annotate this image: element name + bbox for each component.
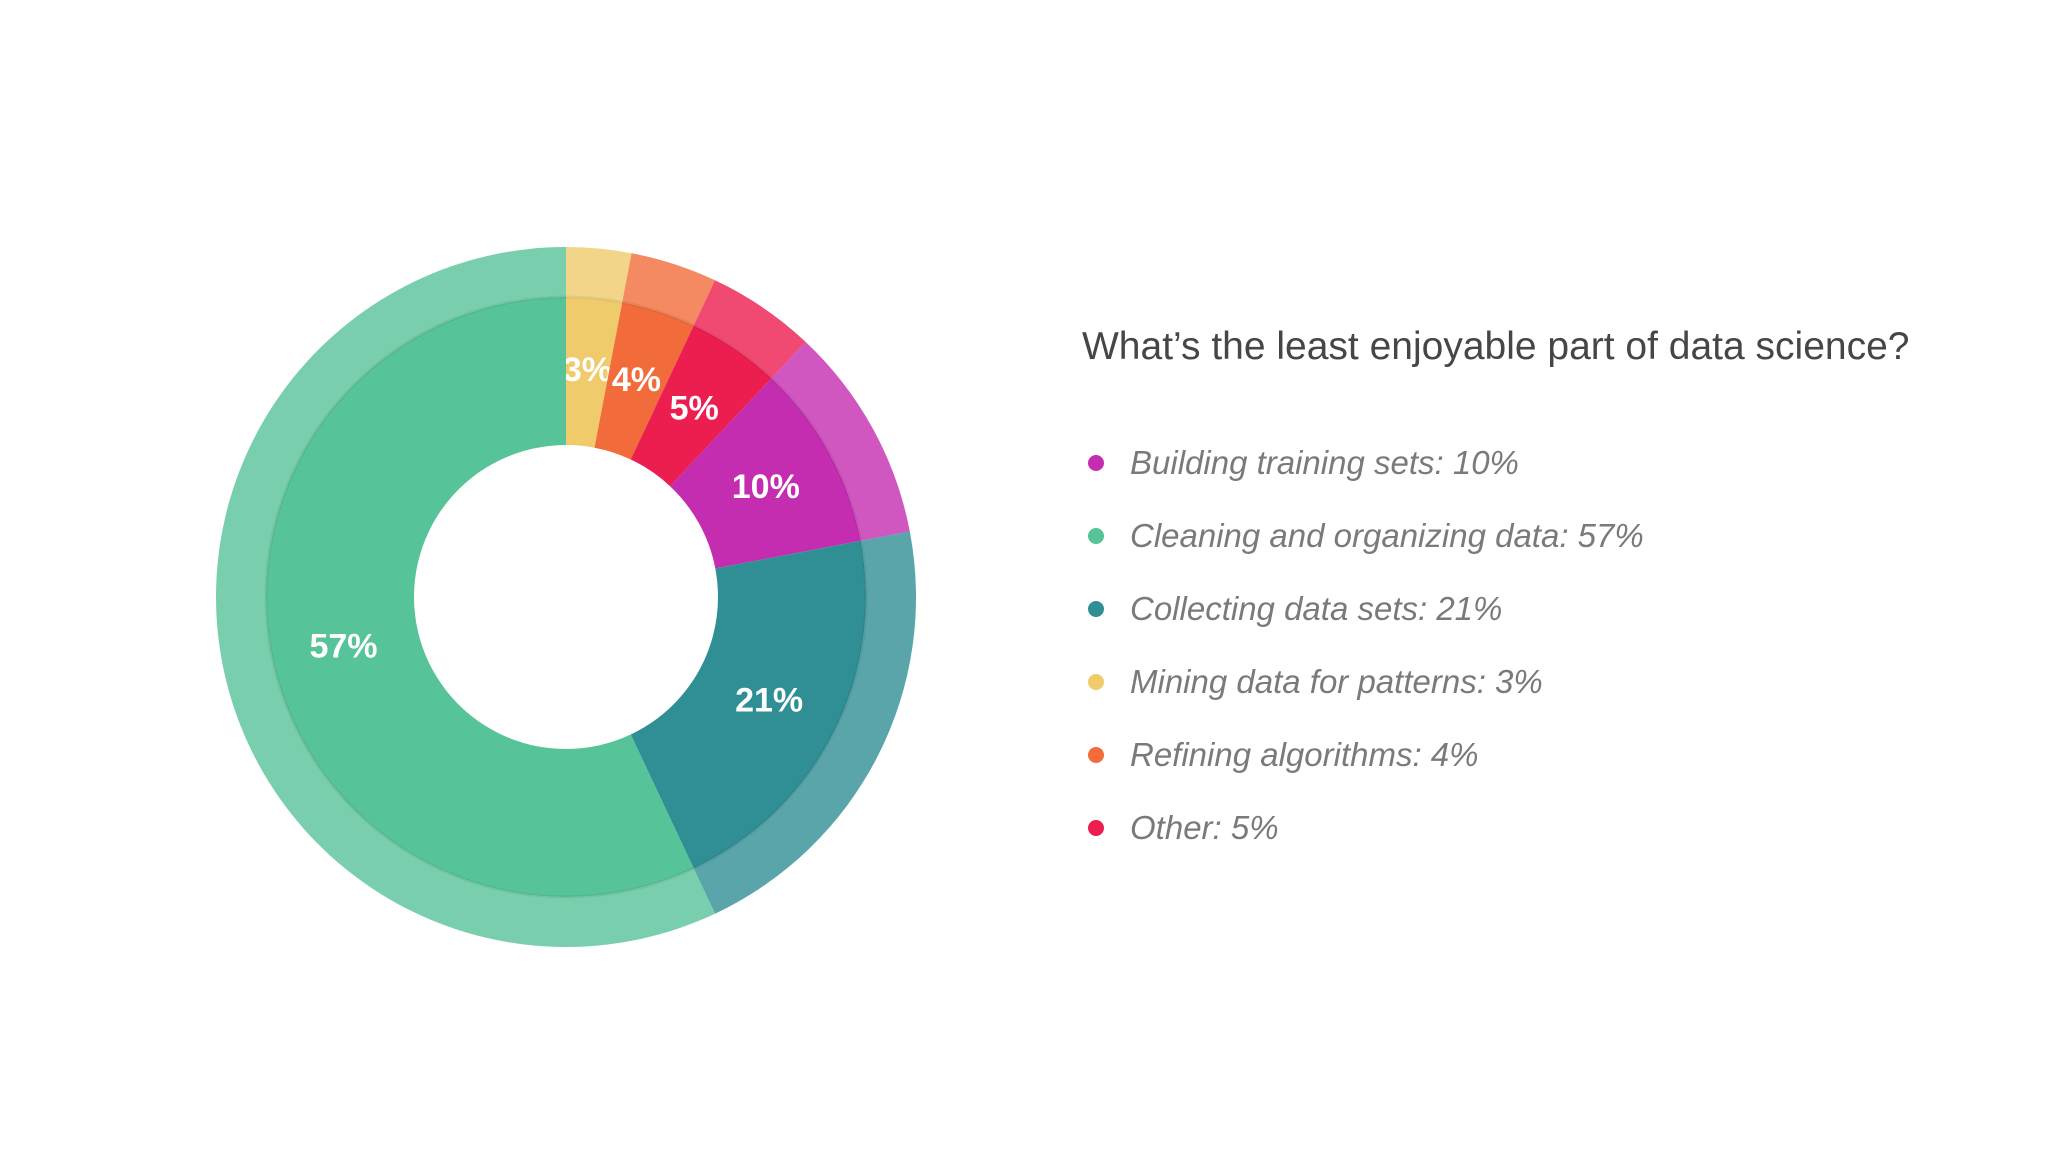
legend-item: Mining data for patterns: 3% [1082, 645, 1982, 718]
legend-color-dot [1088, 527, 1104, 544]
donut-slice [670, 378, 861, 569]
legend-color-dot [1088, 746, 1104, 763]
legend-item-label: Building training sets: 10% [1130, 443, 1519, 481]
donut-slice [265, 297, 694, 898]
legend-color-dot [1088, 600, 1104, 617]
legend: Building training sets: 10% Cleaning and … [1082, 426, 1982, 864]
legend-color-dot [1088, 819, 1104, 836]
legend-item: Other: 5% [1082, 791, 1982, 864]
slice-value-label: 4% [612, 361, 661, 399]
legend-item-label: Other: 5% [1130, 808, 1279, 846]
legend-color-dot [1088, 454, 1104, 471]
legend-item: Cleaning and organizing data: 57% [1082, 499, 1982, 572]
legend-item: Refining algorithms: 4% [1082, 718, 1982, 791]
legend-color-dot [1088, 673, 1104, 690]
legend-item-label: Collecting data sets: 21% [1130, 589, 1503, 627]
donut-inner-ring-outline [264, 295, 868, 899]
donut-slice [630, 325, 772, 487]
donut-slice [566, 297, 623, 448]
donut-slice-outer-band [693, 531, 916, 914]
slice-value-label: 5% [670, 389, 719, 427]
donut-slice-outer-band [771, 341, 910, 541]
legend-item-label: Mining data for patterns: 3% [1130, 662, 1543, 700]
donut-slice-outer-band [693, 280, 806, 379]
donut-slice [594, 302, 694, 460]
donut-slice-outer-band [566, 247, 632, 303]
legend-item: Collecting data sets: 21% [1082, 572, 1982, 645]
legend-item-label: Cleaning and organizing data: 57% [1130, 516, 1644, 554]
legend-item: Building training sets: 10% [1082, 426, 1982, 499]
legend-item-label: Refining algorithms: 4% [1130, 735, 1479, 773]
chart-title: What’s the least enjoyable part of data … [1082, 325, 1910, 368]
donut-slice [630, 540, 866, 869]
slice-value-label: 21% [735, 682, 803, 720]
donut-slice-outer-band [622, 253, 716, 326]
slice-value-label: 10% [732, 468, 800, 506]
legend-panel: What’s the least enjoyable part of data … [1082, 312, 1982, 864]
slice-value-label: 3% [563, 351, 612, 389]
slice-value-label: 57% [309, 628, 377, 666]
